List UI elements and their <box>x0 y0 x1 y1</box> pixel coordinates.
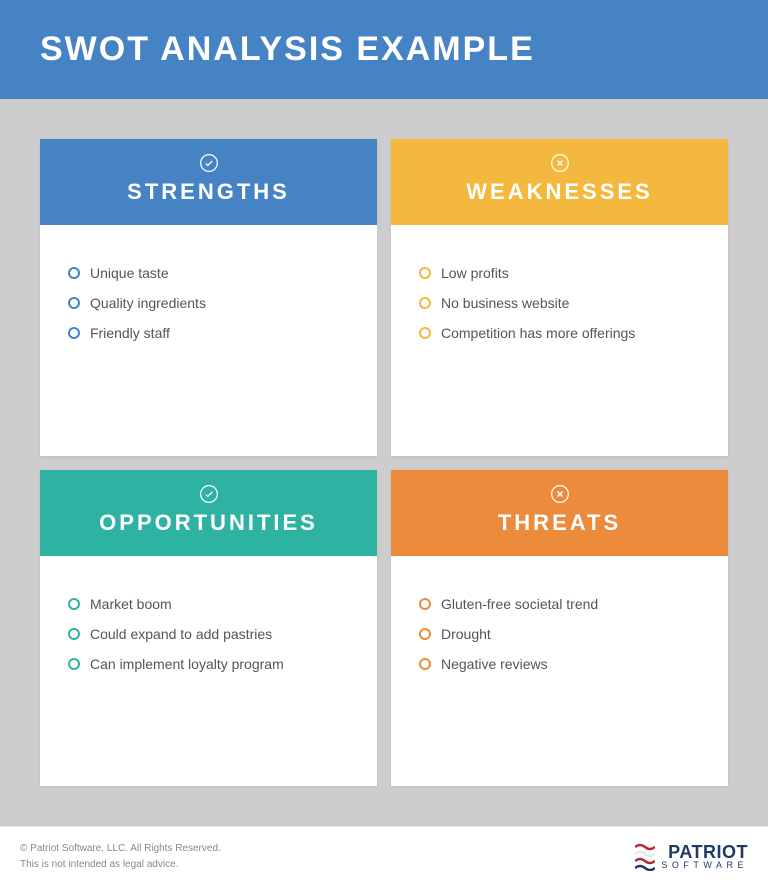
list-item: Quality ingredients <box>68 295 349 311</box>
quadrant-weaknesses: WEAKNESSES Low profits No business websi… <box>391 139 728 456</box>
item-text: Negative reviews <box>441 656 548 672</box>
list-item: Could expand to add pastries <box>68 626 349 642</box>
logo-sub-text: SOFTWARE <box>661 861 748 870</box>
bullet-icon <box>68 267 80 279</box>
item-text: Market boom <box>90 596 172 612</box>
list-item: Gluten-free societal trend <box>419 596 700 612</box>
item-text: Gluten-free societal trend <box>441 596 598 612</box>
list-item: Friendly staff <box>68 325 349 341</box>
bullet-icon <box>419 658 431 670</box>
quadrant-label: WEAKNESSES <box>391 179 728 205</box>
item-text: Drought <box>441 626 491 642</box>
brand-logo: PATRIOT SOFTWARE <box>635 843 748 871</box>
flag-wave-icon <box>635 843 655 871</box>
bullet-icon <box>68 327 80 339</box>
footer-legal: © Patriot Software, LLC. All Rights Rese… <box>20 841 221 873</box>
list-item: Low profits <box>419 265 700 281</box>
list-item: Unique taste <box>68 265 349 281</box>
item-text: Could expand to add pastries <box>90 626 272 642</box>
quadrant-opportunities: OPPORTUNITIES Market boom Could expand t… <box>40 470 377 787</box>
item-text: Unique taste <box>90 265 169 281</box>
item-text: No business website <box>441 295 569 311</box>
check-circle-icon <box>199 484 219 504</box>
quadrant-label: THREATS <box>391 510 728 536</box>
copyright-text: © Patriot Software, LLC. All Rights Rese… <box>20 841 221 857</box>
item-text: Competition has more offerings <box>441 325 635 341</box>
quadrant-header: STRENGTHS <box>40 139 377 225</box>
bullet-icon <box>68 628 80 640</box>
item-text: Friendly staff <box>90 325 170 341</box>
bullet-icon <box>419 267 431 279</box>
quadrant-header: OPPORTUNITIES <box>40 470 377 556</box>
quadrant-label: STRENGTHS <box>40 179 377 205</box>
check-circle-icon <box>199 153 219 173</box>
bullet-icon <box>419 297 431 309</box>
footer: © Patriot Software, LLC. All Rights Rese… <box>0 826 768 887</box>
quadrant-threats: THREATS Gluten-free societal trend Droug… <box>391 470 728 787</box>
bullet-icon <box>419 327 431 339</box>
item-text: Can implement loyalty program <box>90 656 284 672</box>
quadrant-strengths: STRENGTHS Unique taste Quality ingredien… <box>40 139 377 456</box>
item-text: Low profits <box>441 265 509 281</box>
page-title: SWOT ANALYSIS EXAMPLE <box>40 30 728 69</box>
logo-main-text: PATRIOT <box>661 844 748 861</box>
quadrant-body: Market boom Could expand to add pastries… <box>40 556 377 787</box>
bullet-icon <box>68 658 80 670</box>
list-item: Drought <box>419 626 700 642</box>
cross-circle-icon <box>550 484 570 504</box>
quadrant-label: OPPORTUNITIES <box>40 510 377 536</box>
bullet-icon <box>68 598 80 610</box>
list-item: Competition has more offerings <box>419 325 700 341</box>
cross-circle-icon <box>550 153 570 173</box>
bullet-icon <box>419 598 431 610</box>
swot-grid: STRENGTHS Unique taste Quality ingredien… <box>0 99 768 826</box>
list-item: No business website <box>419 295 700 311</box>
disclaimer-text: This is not intended as legal advice. <box>20 857 221 873</box>
quadrant-body: Low profits No business website Competit… <box>391 225 728 456</box>
list-item: Can implement loyalty program <box>68 656 349 672</box>
quadrant-header: THREATS <box>391 470 728 556</box>
quadrant-body: Gluten-free societal trend Drought Negat… <box>391 556 728 787</box>
list-item: Negative reviews <box>419 656 700 672</box>
bullet-icon <box>419 628 431 640</box>
item-text: Quality ingredients <box>90 295 206 311</box>
title-bar: SWOT ANALYSIS EXAMPLE <box>0 0 768 99</box>
quadrant-header: WEAKNESSES <box>391 139 728 225</box>
list-item: Market boom <box>68 596 349 612</box>
bullet-icon <box>68 297 80 309</box>
quadrant-body: Unique taste Quality ingredients Friendl… <box>40 225 377 456</box>
